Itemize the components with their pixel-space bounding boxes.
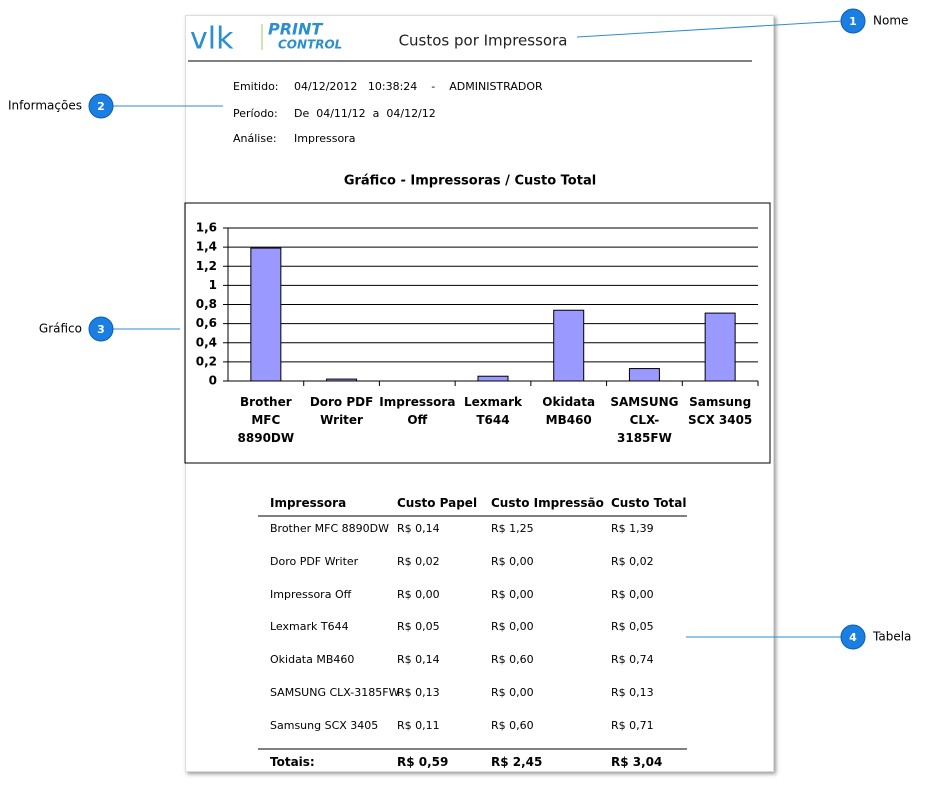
x-tick-label: Doro PDF Writer: [309, 395, 374, 427]
bar: [553, 309, 585, 382]
total-cell: R$ 3,04: [611, 755, 663, 769]
total-cell: Totais:: [270, 755, 315, 769]
x-tick-label: Okidata MB460: [542, 395, 596, 427]
table-cell: R$ 0,00: [491, 587, 534, 601]
callout-badge: [840, 8, 866, 34]
y-tick-label: 0,6: [196, 316, 217, 330]
table-cell: R$ 0,13: [397, 686, 440, 699]
logo-text: PRINT: [268, 20, 323, 39]
info-value: De 04/11/12 a 04/12/12: [294, 107, 436, 120]
table-cell: R$ 0,14: [397, 653, 440, 667]
table-cell: Samsung SCX 3405: [270, 718, 379, 732]
y-tick-label: 0,2: [196, 354, 217, 368]
table-cell: Lexmark T644: [270, 620, 349, 634]
report-paper: [185, 15, 774, 772]
callout-label: Tabela: [872, 630, 911, 644]
table-cell: Impressora Off: [270, 587, 352, 601]
column-header: Custo Impressão: [491, 496, 604, 510]
column-header: Custo Total: [611, 496, 687, 510]
x-tick-label: Brother MFC 8890DW: [237, 395, 295, 445]
bar: [704, 312, 736, 382]
y-tick-label: 1: [209, 278, 217, 292]
info-value: Impressora: [294, 132, 356, 145]
chart-frame: [184, 202, 771, 464]
total-cell: R$ 0,59: [397, 755, 449, 769]
table-cell: R$ 1,25: [491, 522, 534, 535]
table-cell: SAMSUNG CLX-3185FW: [270, 686, 400, 699]
table-cell: R$ 0,05: [397, 620, 440, 634]
table-cell: R$ 0,60: [491, 718, 534, 732]
callout-number: 4: [849, 631, 857, 644]
callout-badge: [88, 316, 114, 342]
table-cell: R$ 0,00: [611, 587, 654, 601]
callout-badge: [88, 93, 114, 119]
table-cell: R$ 0,00: [491, 686, 534, 699]
bar: [326, 378, 358, 382]
info-label: Período:: [233, 107, 278, 120]
y-tick-label: 1,2: [196, 259, 217, 273]
info-label: Emitido:: [233, 80, 279, 93]
column-header: Impressora: [270, 496, 347, 510]
callout-label: Gráfico: [39, 322, 82, 336]
table-cell: Doro PDF Writer: [270, 554, 359, 568]
x-tick-label: Impressora Off: [379, 395, 456, 427]
table-cell: R$ 0,13: [611, 686, 654, 699]
info-value: 04/12/2012 10:38:24 - ADMINISTRADOR: [294, 80, 543, 93]
callout-line: [576, 20, 844, 38]
table-cell: R$ 0,71: [611, 718, 654, 732]
logo: vlk: [190, 22, 234, 57]
y-tick-label: 1,6: [196, 221, 217, 235]
table-cell: R$ 0,60: [491, 653, 534, 667]
table-cell: R$ 0,14: [397, 522, 440, 535]
bar: [628, 368, 660, 382]
table-cell: R$ 0,00: [491, 554, 534, 568]
callout-label: Informações: [8, 99, 82, 113]
callout-number: 3: [97, 323, 105, 336]
table-cell: Okidata MB460: [270, 653, 355, 667]
report-title: Custos por Impressora: [399, 32, 568, 50]
total-cell: R$ 2,45: [491, 755, 543, 769]
logo-text: CONTROL: [278, 38, 342, 52]
callout-label: Nome: [873, 14, 908, 28]
callout-badge: [840, 624, 866, 650]
y-tick-label: 0,4: [196, 335, 217, 349]
chart-title: Gráfico - Impressoras / Custo Total: [344, 174, 596, 189]
bar: [250, 247, 282, 382]
y-tick-label: 1,4: [196, 240, 217, 254]
x-tick-label: Lexmark T644: [463, 395, 523, 427]
table-cell: Brother MFC 8890DW: [270, 522, 389, 535]
callout-number: 1: [849, 15, 857, 28]
table-cell: R$ 0,02: [611, 554, 654, 568]
x-tick-label: SAMSUNG CLX-3185FW: [610, 395, 679, 445]
info-label: Análise:: [233, 132, 277, 145]
table-cell: R$ 0,02: [397, 554, 440, 568]
x-tick-label: Samsung SCX 3405: [688, 395, 753, 427]
table-cell: R$ 0,11: [397, 718, 440, 732]
y-tick-label: 0: [209, 374, 217, 388]
column-header: Custo Papel: [397, 496, 478, 510]
table-cell: R$ 0,05: [611, 620, 654, 634]
table-cell: R$ 0,74: [611, 653, 654, 667]
bar: [477, 375, 509, 382]
table-cell: R$ 1,39: [611, 522, 654, 535]
y-tick-label: 0,8: [196, 297, 217, 311]
table-cell: R$ 0,00: [397, 587, 440, 601]
table-cell: R$ 0,00: [491, 620, 534, 634]
callout-number: 2: [97, 100, 105, 113]
